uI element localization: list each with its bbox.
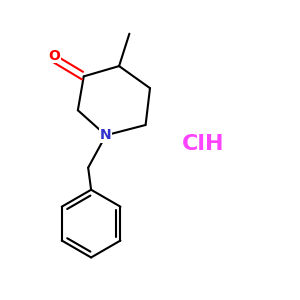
Text: O: O <box>48 49 60 63</box>
Text: N: N <box>100 128 112 142</box>
Text: ClH: ClH <box>182 134 224 154</box>
